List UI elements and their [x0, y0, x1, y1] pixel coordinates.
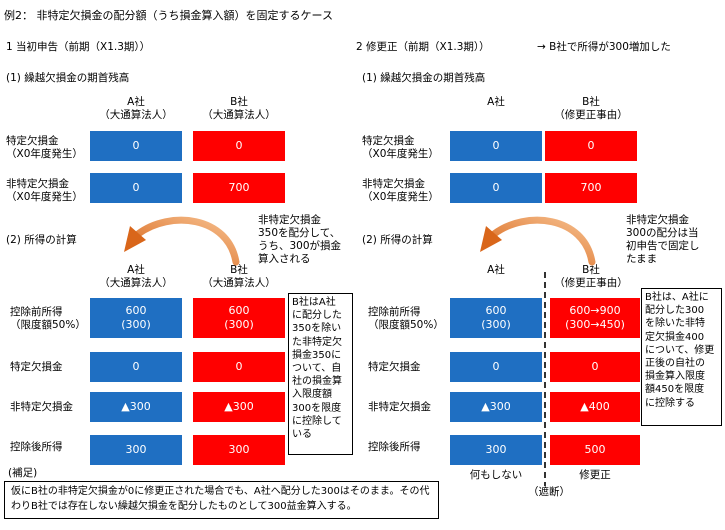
right-col-a2-header: A社 — [487, 264, 505, 276]
right-cutoff-label: （遮断） — [528, 486, 570, 498]
left-allocation-arrow — [134, 216, 240, 266]
left-section-balance: (1) 繰越欠損金の期首残高 — [6, 72, 130, 84]
left-row-specific-label: 特定欠損金 — [10, 361, 63, 373]
right-row-pre-deduction-label: 控除前所得 （限度額50%） — [368, 306, 444, 332]
left-a-post-deduction-box: 300 — [90, 435, 182, 465]
right-b-post-deduction-box: 500 — [550, 435, 640, 465]
page-title: 例2： 非特定欠損金の配分額（うち損金算入額）を固定するケース — [4, 9, 333, 22]
right-allocation-arrow — [490, 216, 596, 266]
right-row-nonspecific-loss-label: 非特定欠損金 （X0年度発生） — [362, 178, 439, 204]
right-a-specific-loss-box: 0 — [450, 131, 542, 161]
right-below-a-label: 何もしない — [469, 469, 523, 481]
left-b-specific-box: 0 — [193, 352, 285, 382]
left-a-nonspecific-box: ▲300 — [90, 392, 182, 422]
left-heading: 1 当初申告（前期（X1.3期）） — [6, 41, 151, 53]
right-side-note: B社は、A社に 配分した300 を除いた非特 定欠損金400 について、修更 正後の自… — [641, 288, 722, 426]
right-below-b-label: 修更正 — [579, 469, 611, 481]
left-a-nonspecific-loss-box: 0 — [90, 173, 182, 203]
left-row-post-deduction-label: 控除後所得 — [10, 441, 63, 453]
left-b-post-deduction-box: 300 — [193, 435, 285, 465]
right-row-post-deduction-label: 控除後所得 — [368, 441, 421, 453]
left-col-a-header: A社 （大通算法人） — [99, 96, 173, 122]
left-row-nonspecific-loss-label: 非特定欠損金 （X0年度発生） — [6, 178, 83, 204]
right-section-balance: (1) 繰越欠損金の期首残高 — [362, 72, 486, 84]
left-section-income: (2) 所得の計算 — [6, 234, 77, 246]
right-b-pre-deduction-box: 600→900 (300→450) — [550, 298, 640, 338]
right-allocation-note: 非特定欠損金 300の配分は当 初申告で固定し たまま — [626, 214, 700, 266]
right-b-specific-loss-box: 0 — [545, 131, 637, 161]
left-side-note: B社はA社 に配分した 350を除い た非特定欠 損金350に ついて、自 社の損金算… — [288, 293, 353, 455]
left-row-specific-loss-label: 特定欠損金 （X0年度発生） — [6, 135, 83, 161]
right-a-nonspecific-loss-box: 0 — [450, 173, 542, 203]
right-row-nonspecific-label: 非特定欠損金 — [368, 401, 431, 413]
right-heading-arrow-note: → B社で所得が300増加した — [537, 41, 671, 53]
left-col-a2-header: A社 （大通算法人） — [99, 264, 173, 290]
left-allocation-arrowhead — [124, 226, 146, 252]
right-a-nonspecific-box: ▲300 — [450, 392, 542, 422]
left-b-nonspecific-box: ▲300 — [193, 392, 285, 422]
supplement-label: (補足) — [8, 467, 38, 479]
left-row-pre-deduction-label: 控除前所得 （限度額50%） — [10, 306, 86, 332]
right-row-specific-label: 特定欠損金 — [368, 361, 421, 373]
right-heading: 2 修更正（前期（X1.3期）） — [356, 41, 490, 53]
right-b-nonspecific-loss-box: 700 — [545, 173, 637, 203]
right-col-b-header: B社 （修更正事由） — [554, 96, 628, 122]
left-a-specific-loss-box: 0 — [90, 131, 182, 161]
right-col-b2-header: B社 （修更正事由） — [554, 264, 628, 290]
right-col-a-header: A社 — [487, 96, 505, 108]
left-col-b2-header: B社 （大通算法人） — [202, 264, 276, 290]
right-row-specific-loss-label: 特定欠損金 （X0年度発生） — [362, 135, 439, 161]
right-section-income: (2) 所得の計算 — [362, 234, 433, 246]
right-a-pre-deduction-box: 600 (300) — [450, 298, 542, 338]
right-b-nonspecific-box: ▲400 — [550, 392, 640, 422]
left-a-pre-deduction-box: 600 (300) — [90, 298, 182, 338]
left-b-nonspecific-loss-box: 700 — [193, 173, 285, 203]
right-a-post-deduction-box: 300 — [450, 435, 542, 465]
left-row-nonspecific-label: 非特定欠損金 — [10, 401, 73, 413]
supplement-footnote: 仮にB社の非特定欠損金が0に修更正された場合でも、A社へ配分した300はそのまま… — [4, 481, 439, 519]
right-a-specific-box: 0 — [450, 352, 542, 382]
left-b-pre-deduction-box: 600 (300) — [193, 298, 285, 338]
left-col-b-header: B社 （大通算法人） — [202, 96, 276, 122]
left-allocation-note: 非特定欠損金 350を配分して、 うち、300が損金 算入される — [258, 214, 342, 266]
right-b-specific-box: 0 — [550, 352, 640, 382]
left-a-specific-box: 0 — [90, 352, 182, 382]
right-allocation-arrowhead — [480, 226, 502, 252]
left-b-specific-loss-box: 0 — [193, 131, 285, 161]
